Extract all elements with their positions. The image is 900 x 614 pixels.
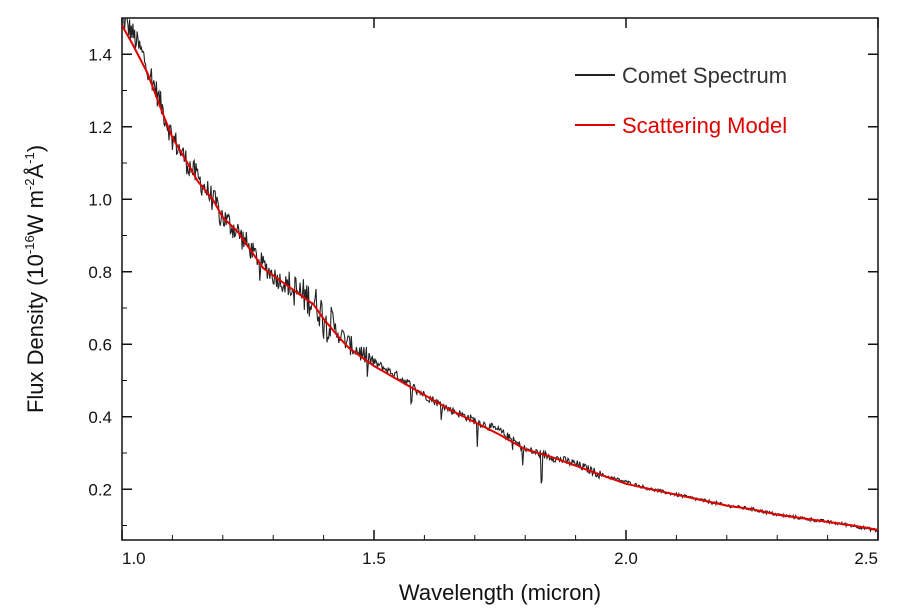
y-axis-title-prefix: Flux Density (10 bbox=[23, 254, 48, 413]
series-layer bbox=[121, 17, 879, 533]
y-axis: 0.2 0.4 0.6 0.8 1.0 1.2 1.4 bbox=[88, 17, 878, 526]
y-axis-title-angstrom: Å bbox=[23, 164, 48, 179]
y-tick-label: 0.2 bbox=[88, 480, 112, 499]
y-tick-label: 0.8 bbox=[88, 263, 112, 282]
y-axis-title-exponent-3: -1 bbox=[22, 152, 37, 164]
y-tick-label: 1.4 bbox=[88, 45, 112, 64]
x-tick-label: 2.5 bbox=[854, 549, 878, 568]
x-tick-label: 1.5 bbox=[362, 549, 386, 568]
x-axis-title: Wavelength (micron) bbox=[399, 580, 601, 605]
y-tick-label: 1.0 bbox=[88, 190, 112, 209]
x-tick-label: 2.0 bbox=[614, 549, 638, 568]
x-tick-label: 1.0 bbox=[122, 549, 146, 568]
series-line-scattering-model bbox=[121, 24, 879, 531]
y-axis-title-suffix: ) bbox=[23, 145, 48, 152]
y-axis-title-units: W m bbox=[23, 190, 48, 235]
y-tick-label: 1.2 bbox=[88, 118, 112, 137]
legend-label-scattering-model: Scattering Model bbox=[622, 113, 787, 138]
series-line-comet-spectrum bbox=[122, 17, 879, 533]
y-tick-label: 0.6 bbox=[88, 335, 112, 354]
plot-frame bbox=[121, 17, 879, 541]
y-axis-title: Flux Density (10-16W m-2Å-1) bbox=[22, 145, 48, 413]
y-tick-label: 0.4 bbox=[88, 408, 112, 427]
legend: Comet Spectrum Scattering Model bbox=[575, 63, 787, 138]
y-axis-title-exponent-2: -2 bbox=[22, 179, 37, 191]
legend-label-comet-spectrum: Comet Spectrum bbox=[622, 63, 787, 88]
x-axis: 1.0 1.5 2.0 2.5 bbox=[121, 18, 879, 568]
y-axis-title-exponent-1: -16 bbox=[22, 235, 37, 254]
